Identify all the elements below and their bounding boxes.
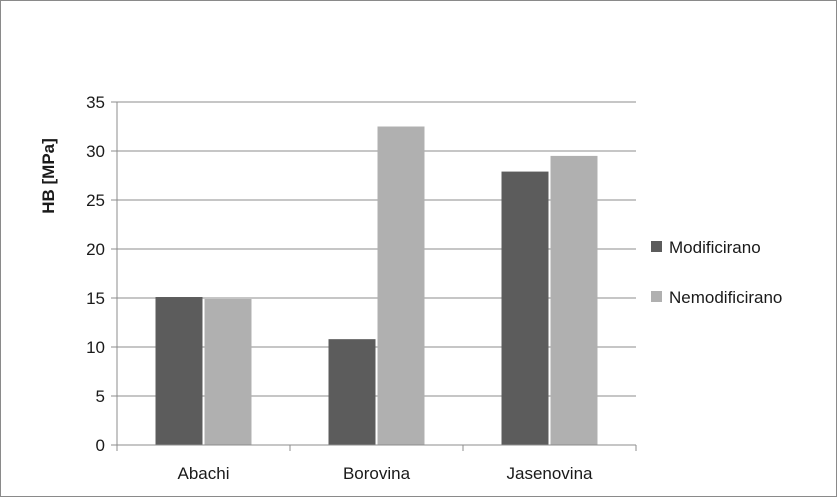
x-tick-label: Jasenovina bbox=[506, 464, 593, 483]
x-tick-label: Abachi bbox=[178, 464, 230, 483]
legend-swatch-nemodificirano bbox=[651, 291, 662, 302]
y-tick-label: 25 bbox=[86, 191, 105, 210]
bar-nemodificirano-abachi bbox=[204, 298, 252, 445]
y-tick-label: 20 bbox=[86, 240, 105, 259]
y-tick-label: 5 bbox=[96, 387, 105, 406]
legend-label: Nemodificirano bbox=[669, 288, 782, 307]
bars bbox=[155, 126, 598, 445]
y-tick-label: 30 bbox=[86, 142, 105, 161]
y-tick-label: 35 bbox=[86, 93, 105, 112]
x-tick-label: Borovina bbox=[343, 464, 411, 483]
y-tick-label: 10 bbox=[86, 338, 105, 357]
y-tick-labels: 0 5 10 15 20 25 30 35 bbox=[86, 93, 105, 455]
legend: Modificirano Nemodificirano bbox=[651, 238, 782, 307]
bar-nemodificirano-borovina bbox=[377, 126, 425, 445]
legend-swatch-modificirano bbox=[651, 241, 662, 252]
gridlines bbox=[111, 101, 636, 446]
legend-label: Modificirano bbox=[669, 238, 761, 257]
y-tick-label: 15 bbox=[86, 289, 105, 308]
bar-modificirano-jasenovina bbox=[501, 171, 549, 445]
bar-nemodificirano-jasenovina bbox=[550, 155, 598, 445]
bar-modificirano-abachi bbox=[155, 297, 203, 445]
x-tick-labels: Abachi Borovina Jasenovina bbox=[178, 464, 594, 483]
y-tick-label: 0 bbox=[96, 436, 105, 455]
bar-modificirano-borovina bbox=[328, 339, 376, 445]
axes bbox=[116, 102, 637, 451]
y-axis-title: HB [MPa] bbox=[39, 138, 58, 214]
